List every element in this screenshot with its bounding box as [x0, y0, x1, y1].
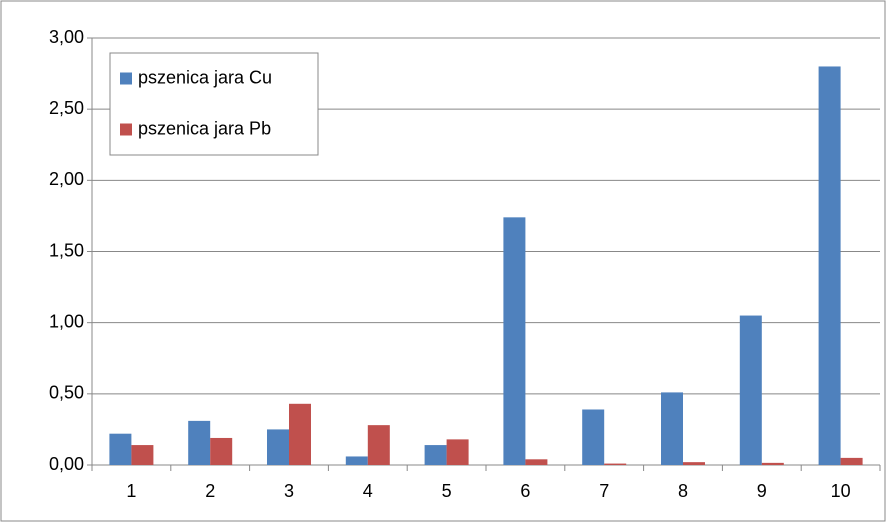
bar — [267, 429, 289, 465]
y-tick-label: 1,50 — [49, 240, 84, 260]
bar — [131, 445, 154, 465]
bar — [503, 217, 526, 465]
y-tick-label: 2,50 — [49, 98, 84, 118]
y-tick-label: 3,00 — [49, 27, 84, 47]
bar — [604, 463, 627, 465]
x-tick-label: 3 — [284, 481, 294, 501]
bar — [367, 425, 390, 465]
bar — [739, 315, 762, 465]
bar — [424, 445, 447, 465]
bar — [345, 456, 368, 465]
legend-label: pszenica jara Pb — [138, 118, 271, 138]
bar — [761, 462, 784, 465]
x-tick-label: 1 — [126, 481, 136, 501]
x-tick-label: 8 — [678, 481, 688, 501]
x-tick-label: 4 — [363, 481, 373, 501]
y-tick-label: 1,00 — [49, 311, 84, 331]
x-tick-label: 6 — [520, 481, 530, 501]
x-tick-label: 10 — [831, 481, 851, 501]
bar — [210, 437, 233, 465]
bar — [661, 392, 683, 465]
y-tick-label: 0,00 — [49, 454, 84, 474]
bar — [525, 459, 548, 465]
x-tick-label: 5 — [442, 481, 452, 501]
bar — [840, 457, 863, 465]
bar — [289, 403, 311, 465]
x-tick-label: 2 — [205, 481, 215, 501]
legend-label: pszenica jara Cu — [138, 67, 272, 87]
x-tick-label: 9 — [757, 481, 767, 501]
legend-box — [109, 52, 319, 156]
bar — [109, 433, 132, 465]
bar — [683, 462, 705, 465]
x-tick-label: 7 — [599, 481, 609, 501]
bar — [818, 66, 841, 465]
bar — [188, 420, 211, 465]
bar — [582, 409, 605, 465]
bar — [446, 439, 469, 465]
y-tick-label: 2,00 — [49, 169, 84, 189]
y-tick-label: 0,50 — [49, 383, 84, 403]
legend-swatch — [120, 123, 132, 136]
legend-swatch — [120, 72, 132, 85]
